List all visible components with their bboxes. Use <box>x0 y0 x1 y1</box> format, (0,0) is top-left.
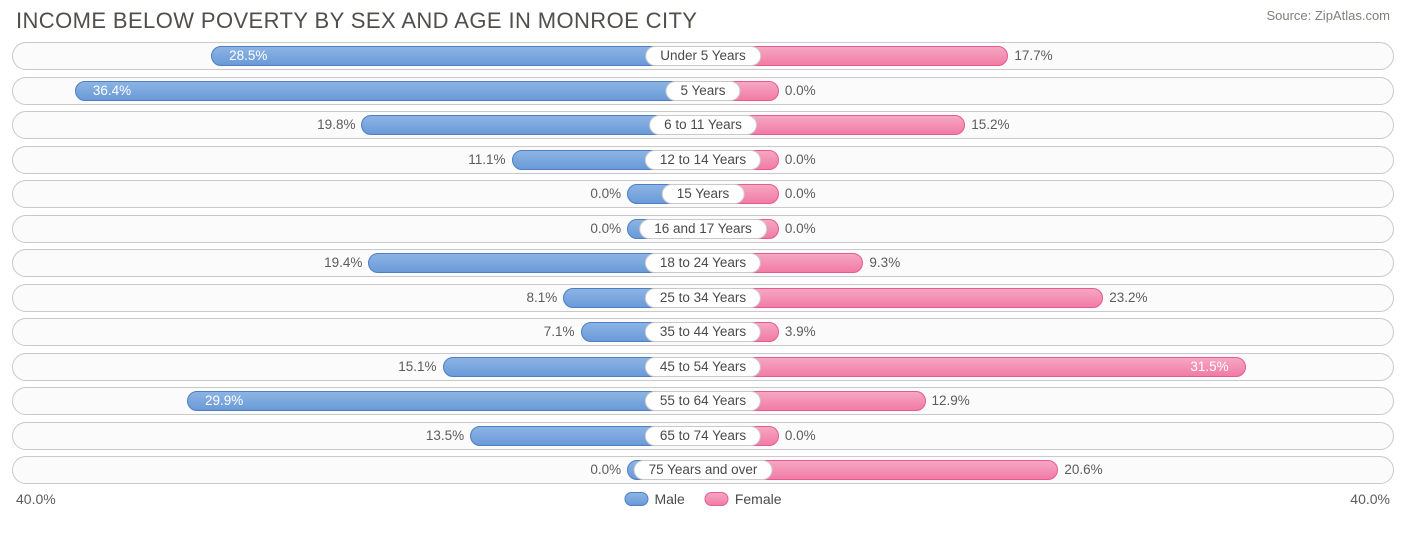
category-pill: 6 to 11 Years <box>649 115 757 135</box>
legend-item-female: Female <box>705 491 782 507</box>
male-value-label: 13.5% <box>426 426 464 446</box>
female-value-label: 31.5% <box>1190 357 1228 377</box>
chart-row: 0.0% 0.0% 15 Years <box>12 180 1394 208</box>
male-value-label: 29.9% <box>205 391 243 411</box>
female-value-label: 0.0% <box>785 426 816 446</box>
male-value-label: 19.8% <box>317 115 355 135</box>
female-value-label: 9.3% <box>869 253 900 273</box>
legend: Male Female <box>624 491 781 507</box>
female-value-label: 23.2% <box>1109 288 1147 308</box>
axis-label-left: 40.0% <box>16 491 56 507</box>
category-pill: 18 to 24 Years <box>645 253 761 273</box>
male-value-label: 8.1% <box>527 288 558 308</box>
category-pill: 75 Years and over <box>634 460 773 480</box>
male-bar <box>75 81 703 101</box>
category-pill: 65 to 74 Years <box>645 426 761 446</box>
chart-row: 15.1% 31.5% 45 to 54 Years <box>12 353 1394 381</box>
female-bar <box>703 288 1103 308</box>
category-pill: 55 to 64 Years <box>645 391 761 411</box>
chart-row: 29.9% 12.9% 55 to 64 Years <box>12 387 1394 415</box>
chart-source: Source: ZipAtlas.com <box>1266 8 1390 23</box>
female-value-label: 20.6% <box>1064 460 1102 480</box>
legend-label-female: Female <box>735 491 782 507</box>
chart-row: 8.1% 23.2% 25 to 34 Years <box>12 284 1394 312</box>
female-value-label: 15.2% <box>971 115 1009 135</box>
male-value-label: 11.1% <box>468 150 505 170</box>
category-pill: 16 and 17 Years <box>639 219 767 239</box>
chart-row: 7.1% 3.9% 35 to 44 Years <box>12 318 1394 346</box>
legend-label-male: Male <box>654 491 684 507</box>
chart-title: INCOME BELOW POVERTY BY SEX AND AGE IN M… <box>16 8 697 34</box>
axis-row: 40.0% 40.0% Male Female <box>12 491 1394 513</box>
legend-item-male: Male <box>624 491 684 507</box>
category-pill: 25 to 34 Years <box>645 288 761 308</box>
chart-area: 28.5% 17.7% Under 5 Years 36.4% 0.0% 5 Years 1… <box>0 38 1406 513</box>
category-pill: 15 Years <box>662 184 745 204</box>
legend-swatch-male <box>624 492 648 506</box>
female-bar <box>703 357 1246 377</box>
male-value-label: 15.1% <box>398 357 436 377</box>
legend-swatch-female <box>705 492 729 506</box>
chart-row: 36.4% 0.0% 5 Years <box>12 77 1394 105</box>
female-value-label: 17.7% <box>1014 46 1052 66</box>
male-value-label: 0.0% <box>590 184 621 204</box>
male-value-label: 7.1% <box>544 322 575 342</box>
male-value-label: 0.0% <box>590 219 621 239</box>
chart-row: 0.0% 0.0% 16 and 17 Years <box>12 215 1394 243</box>
chart-row: 0.0% 20.6% 75 Years and over <box>12 456 1394 484</box>
category-pill: 5 Years <box>665 81 740 101</box>
category-pill: 35 to 44 Years <box>645 322 761 342</box>
category-pill: 12 to 14 Years <box>645 150 761 170</box>
chart-row: 11.1% 0.0% 12 to 14 Years <box>12 146 1394 174</box>
chart-header: INCOME BELOW POVERTY BY SEX AND AGE IN M… <box>0 0 1406 38</box>
category-pill: Under 5 Years <box>645 46 761 66</box>
male-value-label: 19.4% <box>324 253 362 273</box>
female-value-label: 0.0% <box>785 219 816 239</box>
female-value-label: 12.9% <box>932 391 970 411</box>
chart-row: 28.5% 17.7% Under 5 Years <box>12 42 1394 70</box>
chart-row: 19.4% 9.3% 18 to 24 Years <box>12 249 1394 277</box>
male-value-label: 0.0% <box>590 460 621 480</box>
chart-row: 13.5% 0.0% 65 to 74 Years <box>12 422 1394 450</box>
male-value-label: 36.4% <box>93 81 131 101</box>
female-value-label: 0.0% <box>785 81 816 101</box>
male-bar <box>211 46 703 66</box>
chart-row: 19.8% 15.2% 6 to 11 Years <box>12 111 1394 139</box>
male-value-label: 28.5% <box>229 46 267 66</box>
female-value-label: 0.0% <box>785 184 816 204</box>
female-value-label: 3.9% <box>785 322 816 342</box>
category-pill: 45 to 54 Years <box>645 357 761 377</box>
female-value-label: 0.0% <box>785 150 816 170</box>
male-bar <box>187 391 703 411</box>
axis-label-right: 40.0% <box>1350 491 1390 507</box>
